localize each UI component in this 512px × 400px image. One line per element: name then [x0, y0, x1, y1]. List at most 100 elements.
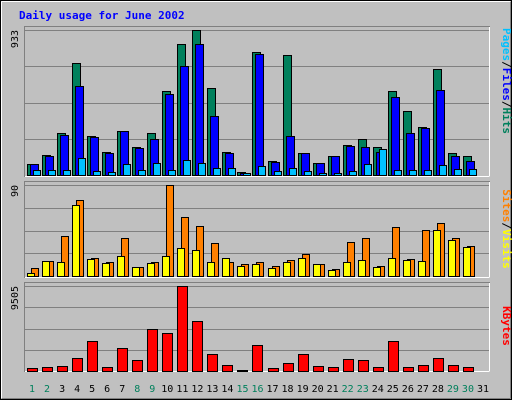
bar-pages-day-2 [48, 170, 56, 176]
legend: Sites/Visits [500, 189, 512, 269]
x-tick-label-day-15: 15 [236, 384, 248, 395]
bar-pages-day-5 [93, 171, 101, 176]
bar-visits-day-10 [162, 256, 170, 277]
bar-pages-day-14 [228, 168, 236, 176]
bar-visits-day-17 [268, 268, 276, 277]
bar-pages-day-24 [379, 149, 387, 176]
bar-pages-day-23 [364, 164, 372, 176]
bar-visits-day-8 [132, 267, 140, 277]
x-tick-label-day-16: 16 [251, 384, 263, 395]
bar-visits-day-9 [147, 263, 155, 277]
bar-kbytes-day-10 [162, 333, 173, 372]
x-tick-label-day-24: 24 [372, 384, 384, 395]
bar-kbytes-day-22 [343, 359, 354, 372]
bar-visits-day-6 [102, 263, 110, 277]
bar-pages-day-13 [213, 168, 221, 176]
bar-kbytes-day-25 [388, 341, 399, 372]
bar-files-day-27 [421, 128, 430, 176]
x-tick-label-day-3: 3 [59, 384, 65, 395]
bar-pages-day-21 [334, 173, 342, 176]
bar-pages-day-16 [258, 166, 266, 176]
y-axis-max-label: 933 [10, 30, 21, 48]
bar-visits-day-5 [87, 259, 95, 277]
bar-kbytes-day-16 [252, 345, 263, 372]
x-tick-label-day-11: 11 [176, 384, 188, 395]
bar-visits-day-29 [448, 240, 456, 277]
x-tick-label-day-20: 20 [312, 384, 324, 395]
bar-visits-day-24 [373, 267, 381, 277]
bar-pages-day-22 [349, 171, 357, 176]
y-axis-max-label: 90 [10, 185, 21, 197]
legend: KBytes [500, 306, 512, 346]
y-axis-max-label: 9505 [10, 286, 21, 310]
x-tick-label-day-23: 23 [357, 384, 369, 395]
x-tick-label-day-10: 10 [161, 384, 173, 395]
bar-visits-day-2 [42, 261, 50, 277]
x-tick-label-day-18: 18 [282, 384, 294, 395]
bar-files-day-12 [195, 44, 204, 176]
bar-visits-day-23 [358, 260, 366, 277]
bar-kbytes-day-2 [42, 367, 53, 372]
bar-visits-day-4 [72, 205, 80, 277]
x-tick-label-day-12: 12 [191, 384, 203, 395]
bar-pages-day-17 [274, 171, 282, 176]
panel-kbytes: 9505 KBytes [10, 282, 512, 372]
bars [27, 30, 477, 176]
bar-visits-day-21 [328, 270, 336, 277]
bar-files-day-3 [60, 135, 69, 176]
bar-pages-day-9 [153, 163, 161, 176]
bar-kbytes-day-28 [433, 358, 444, 372]
bar-pages-day-19 [304, 171, 312, 176]
bar-visits-day-1 [27, 273, 35, 277]
bar-visits-day-11 [177, 248, 185, 277]
panel-sites-visits: 90 Sites/Visits [10, 181, 512, 278]
bar-visits-day-26 [403, 260, 411, 277]
bar-pages-day-10 [168, 170, 176, 176]
legend-entry: KBytes [500, 306, 512, 346]
bar-kbytes-day-3 [57, 366, 68, 372]
bar-kbytes-day-24 [373, 367, 384, 372]
bar-files-day-28 [436, 90, 445, 176]
bar-kbytes-day-4 [72, 358, 83, 372]
bar-kbytes-day-20 [313, 366, 324, 372]
x-tick-label-day-26: 26 [402, 384, 414, 395]
legend-entry: / [500, 101, 512, 108]
bar-pages-day-15 [243, 173, 251, 176]
bar-pages-day-12 [198, 163, 206, 176]
bar-visits-day-18 [283, 262, 291, 277]
bar-files-day-25 [391, 97, 400, 176]
bar-visits-day-3 [57, 262, 65, 277]
legend-entry: Pages [500, 28, 512, 61]
bar-visits-day-14 [222, 258, 230, 277]
x-tick-label-day-30: 30 [462, 384, 474, 395]
bar-visits-day-13 [207, 262, 215, 277]
bar-kbytes-day-18 [283, 363, 294, 372]
bar-files-day-11 [180, 66, 189, 176]
bar-pages-day-6 [108, 172, 116, 176]
x-tick-label-day-4: 4 [74, 384, 80, 395]
bar-visits-day-7 [117, 256, 125, 277]
legend-entry: / [500, 222, 512, 229]
bar-kbytes-day-11 [177, 286, 188, 372]
bar-kbytes-day-5 [87, 341, 98, 372]
bar-visits-day-30 [463, 247, 471, 277]
bar-kbytes-day-7 [117, 348, 128, 372]
x-tick-label-day-25: 25 [387, 384, 399, 395]
bar-visits-day-28 [433, 230, 441, 277]
x-tick-label-day-5: 5 [89, 384, 95, 395]
bar-visits-day-12 [192, 250, 200, 277]
bar-kbytes-day-12 [192, 321, 203, 372]
bar-pages-day-8 [138, 170, 146, 176]
bar-kbytes-day-17 [268, 368, 279, 372]
bar-pages-day-29 [454, 169, 462, 176]
bar-kbytes-day-6 [102, 367, 113, 372]
bar-kbytes-day-19 [298, 354, 309, 372]
x-axis-day-labels: 1 2 3 4 5 6 7 8 9 10 11 12 13 14 15 16 17 18 19 20 21 22 23 24 2… [29, 384, 489, 395]
bar-pages-day-11 [183, 160, 191, 176]
x-tick-label-day-27: 27 [417, 384, 429, 395]
x-tick-label-day-1: 1 [29, 384, 35, 395]
bar-files-day-16 [255, 54, 264, 176]
bars [27, 185, 475, 277]
bar-kbytes-day-23 [358, 360, 369, 372]
legend-entry: Sites [500, 189, 512, 222]
